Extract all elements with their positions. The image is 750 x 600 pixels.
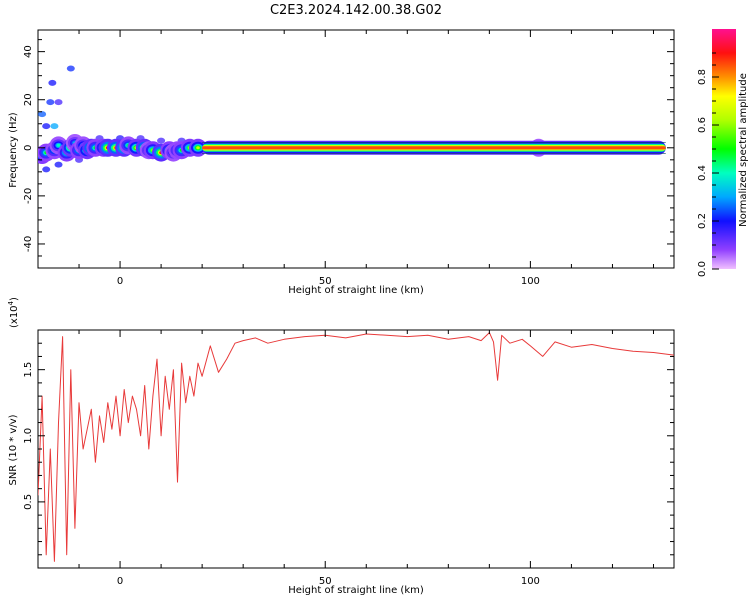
spectrogram-y-tick-label: 0: [23, 145, 34, 151]
spectrogram-speckle: [42, 166, 51, 173]
spectrogram-speckle: [54, 99, 63, 106]
snr-scale-suffix: ): [9, 297, 20, 301]
spectrogram-panel: 0 50 100 40 20 0 -20 -40 Height of straight lin…: [8, 29, 675, 296]
spectrogram-xlabel: Height of straight line (km): [288, 285, 424, 296]
spectrogram-band-core: [202, 146, 666, 150]
snr-series-line: [38, 332, 674, 562]
spectrogram-blob: [196, 146, 200, 150]
spectrogram-speckle: [46, 99, 55, 106]
snr-ticks: 0 50 100 0.5 1.0 1.5: [23, 330, 674, 587]
snr-xlabel: Height of straight line (km): [288, 585, 424, 596]
colorbar-tick-label: 0.8: [697, 69, 708, 85]
snr-y-tick-label: 1.5: [23, 362, 34, 378]
snr-frame: [37, 329, 675, 569]
spectrogram-speckle: [157, 137, 166, 144]
figure-title: C2E3.2024.142.00.38.G02: [270, 3, 442, 18]
spectrogram-ticks: 0 50 100 40 20 0 -20 -40: [23, 30, 674, 287]
spectrogram-speckle: [38, 111, 47, 118]
spectrogram-y-tick-label: 40: [23, 45, 34, 58]
snr-y-tick-label: 0.5: [23, 494, 34, 510]
spectrogram-speckle: [50, 123, 59, 130]
spectrogram-y-tick-label: -20: [23, 188, 34, 204]
spectrogram-x-tick-label: 0: [117, 276, 123, 287]
snr-panel: 0 50 100 0.5 1.0 1.5 Height of straight line …: [7, 297, 675, 596]
spectrogram-speckle: [48, 79, 57, 86]
colorbar-label: Normalized spectral amplitude: [738, 73, 749, 227]
spectrogram-y-tick-label: 20: [23, 93, 34, 106]
snr-scale-prefix: (x10: [9, 305, 20, 328]
snr-scale-exponent: 4: [7, 300, 15, 305]
colorbar-tick-label: 0.2: [697, 213, 708, 229]
snr-x-tick-label: 50: [319, 576, 332, 587]
snr-x-tick-label: 100: [521, 576, 540, 587]
colorbar-tick-label: 0.0: [697, 261, 708, 277]
snr-scale-label: (x104): [7, 297, 20, 328]
colorbar-ticks: 0.0 0.2 0.4 0.6 0.8: [697, 52, 719, 277]
spectrogram-ylabel: Frequency (Hz): [8, 112, 19, 188]
colorbar-tick-label: 0.6: [697, 117, 708, 133]
spectrogram-marks: [38, 65, 666, 173]
spectrogram-y-tick-label: -40: [23, 236, 34, 252]
snr-y-tick-label: 1.0: [23, 428, 34, 444]
spectrogram-blob: [56, 143, 61, 147]
colorbar: 0.0 0.2 0.4 0.6 0.8 Normalized spectral ampl…: [697, 29, 749, 277]
colorbar-tick-label: 0.4: [697, 165, 708, 181]
snr-marks: [38, 332, 674, 562]
spectrogram-x-tick-label: 100: [521, 276, 540, 287]
spectrogram-speckle: [42, 123, 51, 130]
spectrogram-x-tick-label: 50: [319, 276, 332, 287]
snr-x-tick-label: 0: [117, 576, 123, 587]
spectrogram-speckle: [66, 65, 75, 72]
spectrogram-speckle: [54, 161, 63, 168]
svg-text:(x104): (x104): [7, 297, 20, 328]
snr-ylabel: SNR (10 * v/v): [8, 414, 19, 485]
